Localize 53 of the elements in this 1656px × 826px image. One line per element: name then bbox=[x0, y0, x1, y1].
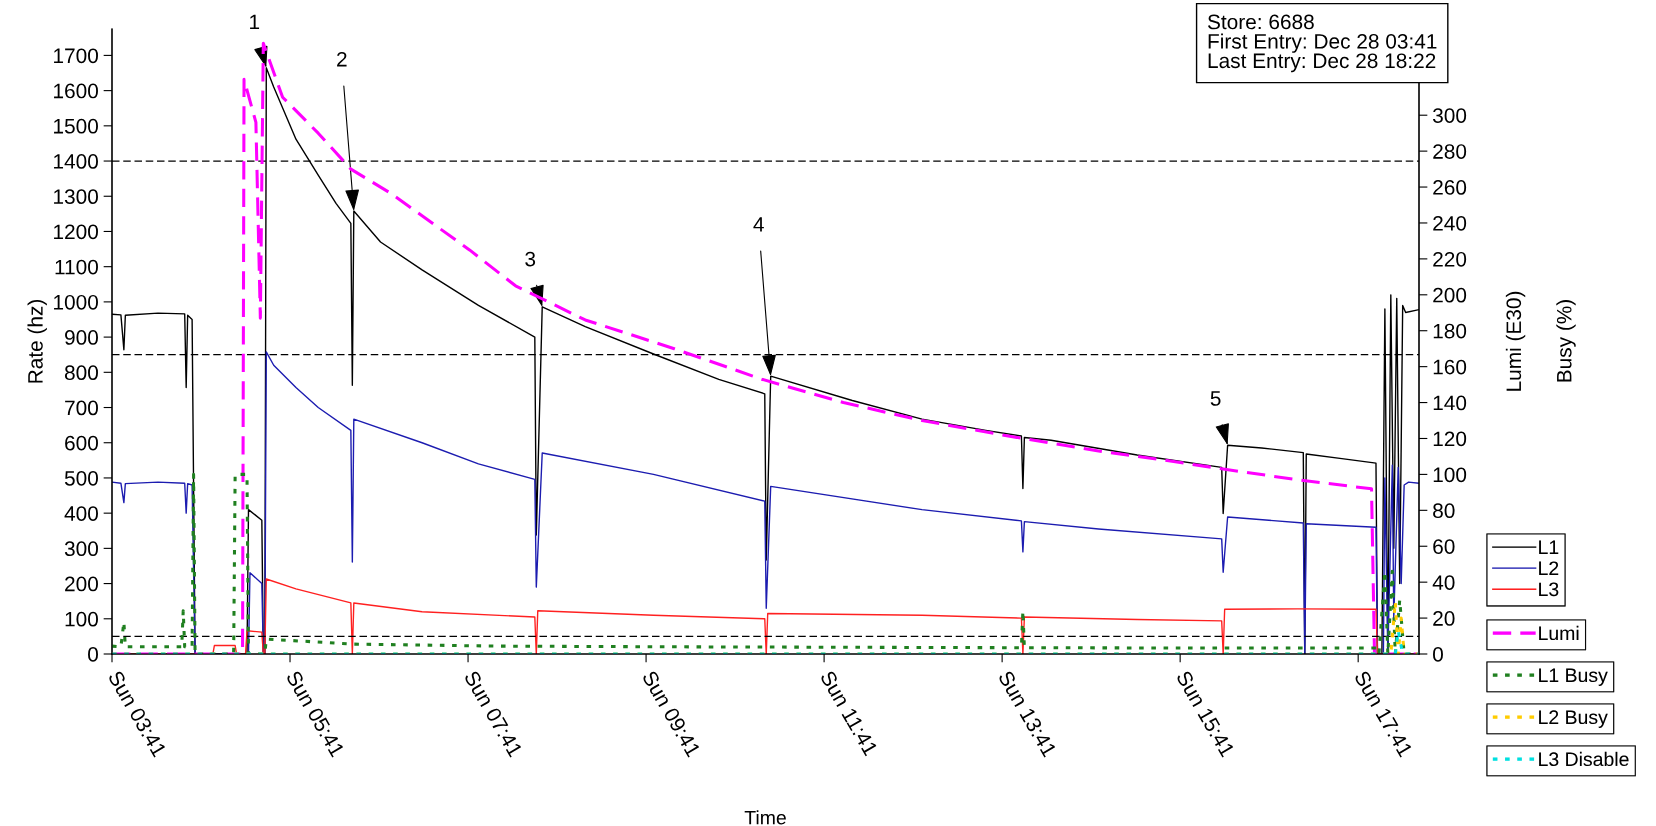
y2-tick-label: 240 bbox=[1433, 215, 1467, 231]
y2-axis-title: Lumi (E30) bbox=[1505, 291, 1526, 391]
y-tick-label: 1600 bbox=[54, 83, 98, 99]
y2-tick-label: 160 bbox=[1433, 359, 1467, 375]
y-tick-label: 1400 bbox=[54, 154, 98, 169]
y-tick-label: 1700 bbox=[54, 48, 98, 64]
y-tick-label: 100 bbox=[65, 611, 98, 627]
annotation: 4 bbox=[753, 217, 764, 232]
y-tick-label: 1100 bbox=[55, 259, 98, 275]
y-tick-label: 1500 bbox=[54, 118, 98, 134]
y-tick-label: 0 bbox=[88, 647, 98, 662]
y-tick-label: 900 bbox=[65, 330, 98, 345]
annotation: Last Entry: Dec 28 18:22 bbox=[1208, 53, 1436, 73]
annotation: 2 bbox=[337, 51, 347, 67]
y-axis-title: Rate (hz) bbox=[27, 299, 47, 383]
y2-tick-label: 180 bbox=[1433, 323, 1467, 339]
y-tick-label: 800 bbox=[64, 365, 98, 381]
y2-tick-label: 80 bbox=[1433, 503, 1455, 519]
annotation: 1 bbox=[250, 14, 260, 30]
legend-label: L2 Busy bbox=[1539, 710, 1608, 728]
y-tick-label: 1300 bbox=[54, 189, 98, 205]
y2-tick-label: 140 bbox=[1433, 395, 1467, 411]
y2-tick-label: 260 bbox=[1433, 180, 1467, 195]
text: Busy (%) bbox=[1556, 300, 1576, 382]
legend-label: Lumi bbox=[1539, 625, 1579, 641]
y-tick-label: 600 bbox=[65, 435, 98, 451]
legend-label: L3 Disable bbox=[1539, 751, 1629, 767]
y2-tick-label: 40 bbox=[1432, 575, 1455, 590]
legend-label: L2 bbox=[1539, 561, 1559, 575]
y-tick-label: 300 bbox=[64, 541, 98, 557]
y2-tick-label: 100 bbox=[1433, 467, 1467, 483]
y-tick-label: 500 bbox=[64, 470, 98, 486]
legend-label: L1 Busy bbox=[1539, 668, 1608, 686]
y-tick-label: 400 bbox=[64, 506, 98, 521]
y2-tick-label: 300 bbox=[1432, 108, 1467, 123]
y2-tick-label: 20 bbox=[1433, 611, 1455, 626]
x-axis-title: Time bbox=[744, 810, 786, 825]
y-tick-label: 700 bbox=[65, 400, 98, 416]
annotation: First Entry: Dec 28 03:41 bbox=[1208, 33, 1437, 53]
y2-tick-label: 220 bbox=[1433, 251, 1467, 267]
y2-tick-label: 60 bbox=[1433, 539, 1455, 554]
y2-tick-label: 120 bbox=[1433, 431, 1467, 447]
legend-label: L3 bbox=[1539, 582, 1559, 597]
y-tick-label: 1000 bbox=[54, 294, 98, 310]
legend-label: L1 bbox=[1539, 540, 1559, 554]
annotation: 5 bbox=[1210, 391, 1221, 406]
annotation: 3 bbox=[525, 251, 536, 267]
y2-tick-label: 0 bbox=[1433, 647, 1443, 662]
annotation: Store: 6688 bbox=[1207, 14, 1314, 30]
y-tick-label: 1200 bbox=[54, 224, 98, 240]
y2-tick-label: 280 bbox=[1433, 144, 1467, 159]
y-tick-label: 200 bbox=[65, 576, 98, 592]
y2-tick-label: 200 bbox=[1433, 287, 1467, 303]
